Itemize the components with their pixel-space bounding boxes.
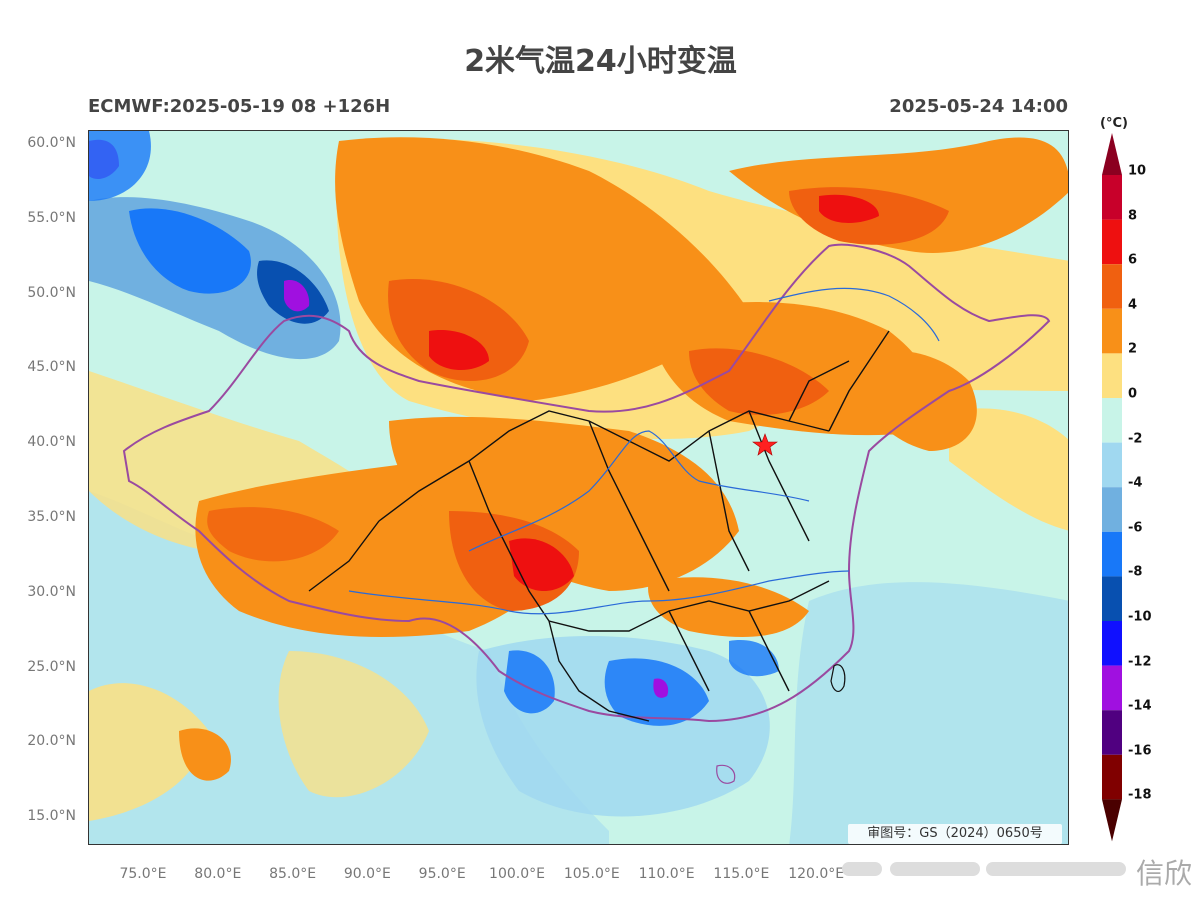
field-dkorange-mongolia2 [207, 507, 339, 562]
field-cold-purple-2 [284, 280, 310, 312]
longitude-label: 95.0°E [418, 866, 466, 882]
colorbar-tick-label: -10 [1128, 609, 1152, 625]
field-cold-yunnan [504, 650, 555, 714]
yangtze-river [348, 570, 850, 615]
field-light-blue-east [789, 582, 1068, 844]
hainan-outline [716, 764, 736, 784]
watermark: 信欣 [842, 852, 1192, 890]
capital-star-icon [752, 433, 778, 456]
colorbar-tick-label: -16 [1128, 743, 1152, 759]
colorbar-tick-label: -14 [1128, 698, 1152, 714]
colorbar-segment [1102, 665, 1122, 711]
longitude-label: 85.0°E [269, 866, 317, 882]
yellow-river [468, 430, 810, 552]
latitude-label: 20.0°N [27, 733, 76, 750]
field-yellow-sw-patch [89, 683, 209, 821]
field-red-mongolia [429, 330, 489, 371]
colorbar-tick-label: -6 [1128, 520, 1143, 536]
temperature-change-map [88, 130, 1069, 845]
colorbar-segment [1102, 710, 1122, 755]
map-review-number: 审图号：GS（2024）0650号 [848, 824, 1062, 844]
field-cold-guangxi-purple [653, 678, 669, 698]
latitude-label: 35.0°N [27, 509, 76, 525]
longitude-label: 120.0°E [788, 866, 845, 882]
watermark-text: 信欣 [1136, 857, 1193, 890]
amur-river [768, 287, 940, 342]
field-red-sichuan [509, 538, 574, 591]
colorbar-tick-label: 8 [1128, 208, 1138, 224]
colorbar-bottom-arrow [1102, 799, 1122, 842]
colorbar-tick-label: 6 [1128, 252, 1138, 268]
latitude-label: 30.0°N [27, 583, 76, 600]
colorbar-segment [1102, 175, 1122, 220]
colorbar-tick-label: 4 [1128, 297, 1138, 313]
longitude-label: 105.0°E [563, 866, 620, 882]
colorbar-tick-label: 0 [1128, 386, 1138, 402]
colorbar-tick-label: -12 [1128, 654, 1152, 670]
field-dkorange-mongolia [388, 279, 529, 381]
field-red-ne [819, 194, 879, 223]
field-cold-siberia-top [89, 131, 151, 201]
colorbar-tick-label: -18 [1128, 787, 1152, 803]
longitude-label: 80.0°E [194, 866, 242, 882]
latitude-label: 50.0°N [27, 284, 76, 301]
colorbar-segment [1102, 576, 1122, 621]
colorbar-segment [1102, 219, 1122, 265]
colorbar [1102, 133, 1122, 842]
china-national-boundary [122, 243, 1051, 723]
longitude-label: 90.0°E [343, 866, 391, 882]
colorbar-segment [1102, 487, 1122, 532]
longitude-label: 110.0°E [638, 866, 695, 882]
field-yellow-se [949, 408, 1068, 531]
colorbar-segment [1102, 264, 1122, 309]
colorbar-tick-label: -8 [1128, 564, 1143, 580]
longitude-label: 100.0°E [489, 866, 545, 882]
valid-time-label: 2025-05-24 14:00 [889, 96, 1068, 117]
colorbar-segment [1102, 353, 1122, 398]
field-orange-china-central [389, 416, 739, 591]
latitude-label: 15.0°N [27, 808, 76, 825]
field-orange-south-china [648, 577, 809, 637]
colorbar-tick-label: 2 [1128, 341, 1138, 357]
colorbar-segment [1102, 531, 1122, 577]
colorbar-segment [1102, 621, 1122, 666]
colorbar-unit-label: (°C) [1100, 116, 1128, 131]
colorbar-tick-label: 10 [1128, 163, 1147, 179]
chart-title: 2米气温24小时变温 [464, 44, 737, 79]
latitude-label: 25.0°N [27, 658, 76, 675]
field-yellow-india [278, 651, 429, 798]
field-cold-jiangxi [729, 640, 779, 677]
colorbar-top-arrow [1102, 133, 1122, 175]
longitude-label: 115.0°E [713, 866, 770, 882]
colorbar-segment [1102, 308, 1122, 354]
colorbar-segment [1102, 398, 1122, 443]
colorbar-segment [1102, 442, 1122, 488]
colorbar-tick-label: -2 [1128, 431, 1143, 447]
colorbar-segment [1102, 754, 1122, 800]
province-boundaries [308, 330, 890, 722]
field-orange-manchuria [849, 350, 977, 451]
longitude-label: 75.0°E [119, 866, 167, 882]
model-run-label: ECMWF:2025-05-19 08 +126H [88, 96, 391, 117]
latitude-label: 60.0°N [27, 135, 76, 151]
latitude-label: 45.0°N [27, 359, 76, 376]
field-cold-siberia-deep [129, 208, 251, 294]
latitude-label: 55.0°N [27, 209, 76, 226]
field-orange-hainan-patch [179, 728, 231, 781]
colorbar-tick-label: -4 [1128, 475, 1143, 491]
taiwan-outline [830, 664, 846, 693]
latitude-label: 40.0°N [27, 434, 76, 451]
field-dkorange-north-china [689, 348, 829, 415]
